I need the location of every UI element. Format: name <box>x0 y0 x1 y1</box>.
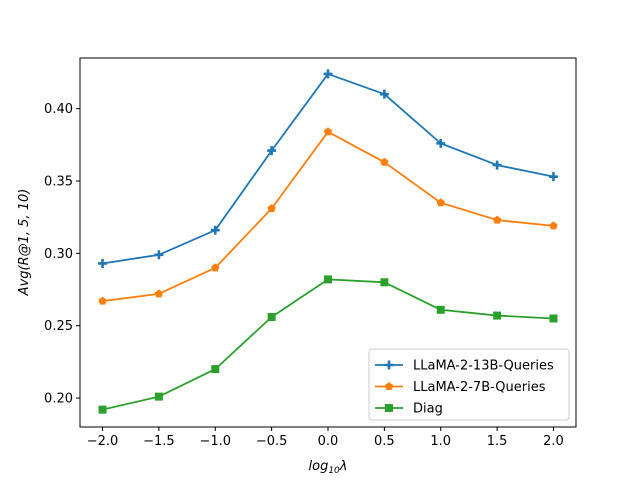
data-point-marker <box>493 312 501 320</box>
y-tick-label: 0.25 <box>44 319 73 334</box>
y-tick-label: 0.40 <box>44 102 73 117</box>
x-tick-label: 1.5 <box>487 434 508 449</box>
x-tick-label: 0.0 <box>318 434 339 449</box>
data-point-marker <box>385 404 393 412</box>
data-point-marker <box>155 393 163 401</box>
data-point-marker <box>268 313 276 321</box>
data-point-marker <box>324 275 332 283</box>
x-tick-label: 0.5 <box>374 434 395 449</box>
y-axis-label: Avg(R@1, 5, 10) <box>17 189 32 297</box>
x-tick-label: −1.0 <box>199 434 231 449</box>
x-tick-label: −1.5 <box>143 434 175 449</box>
data-point-marker <box>99 406 107 414</box>
data-point-marker <box>437 306 445 314</box>
x-tick-label: 2.0 <box>543 434 564 449</box>
y-tick-label: 0.20 <box>44 392 73 407</box>
legend: LLaMA-2-13B-Queries LLaMA-2-7B-Queries Dia… <box>369 349 569 420</box>
legend-label: LLaMA-2-13B-Queries <box>413 359 554 374</box>
data-point-marker <box>211 365 219 373</box>
x-tick-label: −2.0 <box>87 434 119 449</box>
x-tick-label: −0.5 <box>256 434 288 449</box>
x-axis-label: log10λ <box>309 459 348 476</box>
y-tick-label: 0.30 <box>44 247 73 262</box>
x-axis-label-suffix: λ <box>339 459 348 474</box>
legend-label: Diag <box>413 402 443 417</box>
x-tick-label: 1.0 <box>430 434 451 449</box>
x-axis-label-subscript: 10 <box>328 466 340 476</box>
data-point-marker <box>549 314 557 322</box>
y-tick-label: 0.35 <box>44 175 73 190</box>
data-point-marker <box>380 278 388 286</box>
legend-label: LLaMA-2-7B-Queries <box>413 380 546 395</box>
